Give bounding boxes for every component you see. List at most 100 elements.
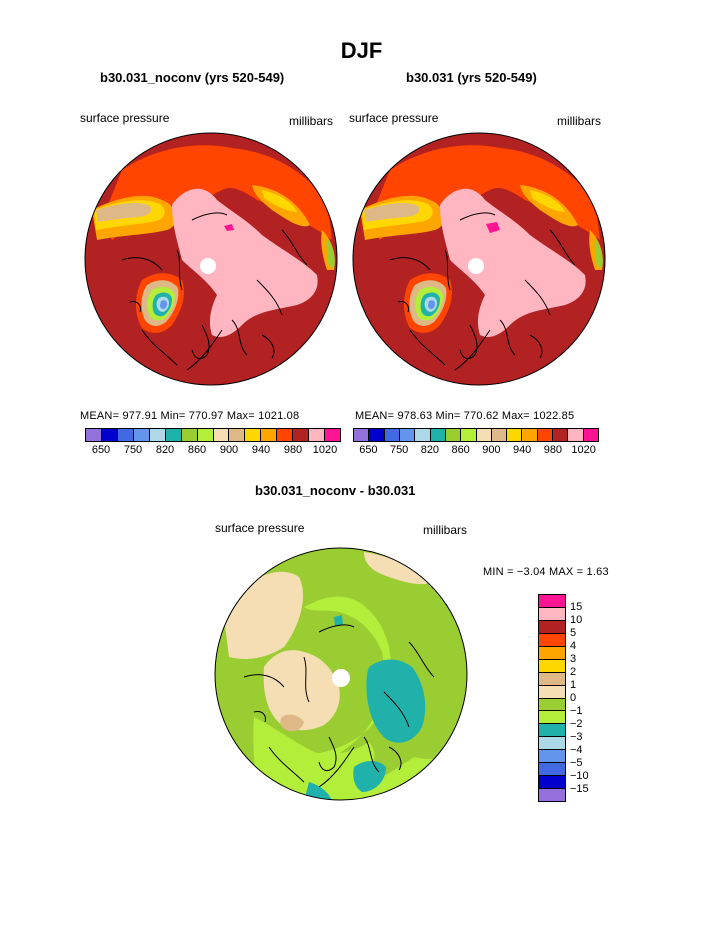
colorbar-swatch xyxy=(539,698,565,712)
colorbar-swatch xyxy=(325,429,340,441)
colorbar-tick-label: 650 xyxy=(359,444,378,456)
panel-2-title: b30.031 (yrs 520-549) xyxy=(406,70,537,85)
colorbar-swatch xyxy=(583,429,598,441)
diff-colorbar xyxy=(538,594,566,802)
colorbar-tick-label: 900 xyxy=(482,444,501,456)
colorbar-swatch xyxy=(539,711,565,725)
colorbar-tick-label: 860 xyxy=(451,444,470,456)
colorbar-tick-label: 2 xyxy=(570,666,577,678)
colorbar-tick-label: 820 xyxy=(420,444,440,456)
colorbar-swatch xyxy=(539,607,565,621)
colorbar-swatch xyxy=(261,429,278,441)
diff-panel-variable-label: surface pressure xyxy=(215,521,305,535)
colorbar-swatch xyxy=(197,429,214,441)
colorbar-swatch xyxy=(491,429,508,441)
diff-panel-units-label: millibars xyxy=(423,523,468,537)
colorbar-tick-label: 650 xyxy=(91,444,111,456)
colorbar-tick-label: 900 xyxy=(219,444,239,456)
colorbar-swatch xyxy=(553,429,569,441)
colorbar-tick-label: 10 xyxy=(570,614,583,626)
colorbar-swatch xyxy=(476,429,492,441)
colorbar-tick-label: 15 xyxy=(570,601,583,613)
colorbar-tick-label: 940 xyxy=(512,444,532,456)
colorbar-swatch xyxy=(539,672,565,686)
diff-panel-polar-map xyxy=(214,547,468,801)
figure-title: DJF xyxy=(340,38,383,63)
colorbar-swatch xyxy=(245,429,262,441)
panel-2-stats: MEAN= 978.63 Min= 770.62 Max= 1022.85 xyxy=(355,410,575,422)
colorbar-tick-label: 1020 xyxy=(312,444,338,456)
colorbar-tick-label: 980 xyxy=(283,444,303,456)
panel-1-title: b30.031_noconv (yrs 520-549) xyxy=(100,70,285,85)
colorbar-swatch xyxy=(539,737,565,751)
colorbar-tick-label: 860 xyxy=(187,444,207,456)
colorbar-tick-label: 750 xyxy=(123,444,143,456)
colorbar-tick-label: 750 xyxy=(389,444,409,456)
colorbar-swatch xyxy=(539,595,565,608)
colorbar-swatch xyxy=(309,429,326,441)
colorbar-swatch xyxy=(399,429,416,441)
colorbar-tick-label: 980 xyxy=(543,444,563,456)
panel-2-colorbar-ticks: 650 750 820 860 900 940 980 1020 xyxy=(353,444,599,460)
colorbar-tick-label: 0 xyxy=(570,692,577,704)
colorbar-swatch xyxy=(539,685,565,699)
colorbar-tick-label: −10 xyxy=(570,770,589,782)
colorbar-swatch xyxy=(430,429,446,441)
colorbar-swatch xyxy=(101,429,118,441)
colorbar-tick-label: 820 xyxy=(155,444,175,456)
panel-1-units-label: millibars xyxy=(289,114,334,128)
colorbar-swatch xyxy=(117,429,134,441)
colorbar-swatch xyxy=(539,789,565,801)
colorbar-swatch xyxy=(149,429,166,441)
colorbar-swatch xyxy=(133,429,150,441)
panel-2-polar-map xyxy=(352,132,606,386)
colorbar-tick-label: −5 xyxy=(570,757,583,769)
colorbar-swatch xyxy=(539,659,565,673)
colorbar-tick-label: 5 xyxy=(570,627,577,639)
panel-1-variable-label: surface pressure xyxy=(80,111,170,125)
panel-1-stats: MEAN= 977.91 Min= 770.97 Max= 1021.08 xyxy=(80,410,300,422)
colorbar-swatch xyxy=(539,776,565,790)
colorbar-tick-label: −1 xyxy=(570,705,583,717)
colorbar-tick-label: 940 xyxy=(251,444,271,456)
colorbar-swatch xyxy=(369,429,385,441)
colorbar-tick-label: 3 xyxy=(570,653,577,665)
panel-1-colorbar xyxy=(85,428,341,442)
panel-1-polar-map xyxy=(84,132,338,386)
diff-panel-stats: MIN = −3.04 MAX = 1.63 xyxy=(483,566,609,578)
colorbar-tick-label: 1020 xyxy=(571,444,596,456)
colorbar-swatch xyxy=(277,429,294,441)
diff-panel-title: b30.031_noconv - b30.031 xyxy=(255,483,416,498)
colorbar-swatch xyxy=(445,429,462,441)
colorbar-tick-label: −2 xyxy=(570,718,583,730)
colorbar-swatch xyxy=(384,429,400,441)
panel-2-colorbar xyxy=(353,428,599,442)
panel-2-variable-label: surface pressure xyxy=(349,111,439,125)
colorbar-swatch xyxy=(539,633,565,647)
colorbar-tick-label: 1 xyxy=(570,679,577,691)
colorbar-swatch xyxy=(293,429,310,441)
colorbar-swatch xyxy=(213,429,230,441)
colorbar-swatch xyxy=(539,620,565,634)
colorbar-swatch xyxy=(415,429,431,441)
colorbar-swatch xyxy=(86,429,102,441)
colorbar-swatch xyxy=(229,429,246,441)
panel-1-colorbar-ticks: 650 750 820 860 900 940 980 1020 xyxy=(85,444,341,460)
colorbar-swatch xyxy=(539,763,565,777)
colorbar-swatch xyxy=(539,750,565,764)
colorbar-swatch xyxy=(539,646,565,660)
colorbar-swatch xyxy=(354,429,370,441)
colorbar-tick-label: −3 xyxy=(570,731,583,743)
colorbar-swatch xyxy=(539,724,565,738)
colorbar-tick-label: 4 xyxy=(570,640,577,652)
colorbar-swatch xyxy=(461,429,477,441)
colorbar-swatch xyxy=(165,429,182,441)
colorbar-tick-label: −4 xyxy=(570,744,583,756)
colorbar-swatch xyxy=(568,429,584,441)
colorbar-swatch xyxy=(181,429,198,441)
panel-2-units-label: millibars xyxy=(557,114,602,128)
colorbar-swatch xyxy=(522,429,538,441)
diff-colorbar-ticks: 15 10 5 4 3 2 1 0 −1 −2 −3 −4 −5 −10 −15 xyxy=(570,594,610,802)
colorbar-tick-label: −15 xyxy=(570,783,589,795)
colorbar-swatch xyxy=(507,429,523,441)
